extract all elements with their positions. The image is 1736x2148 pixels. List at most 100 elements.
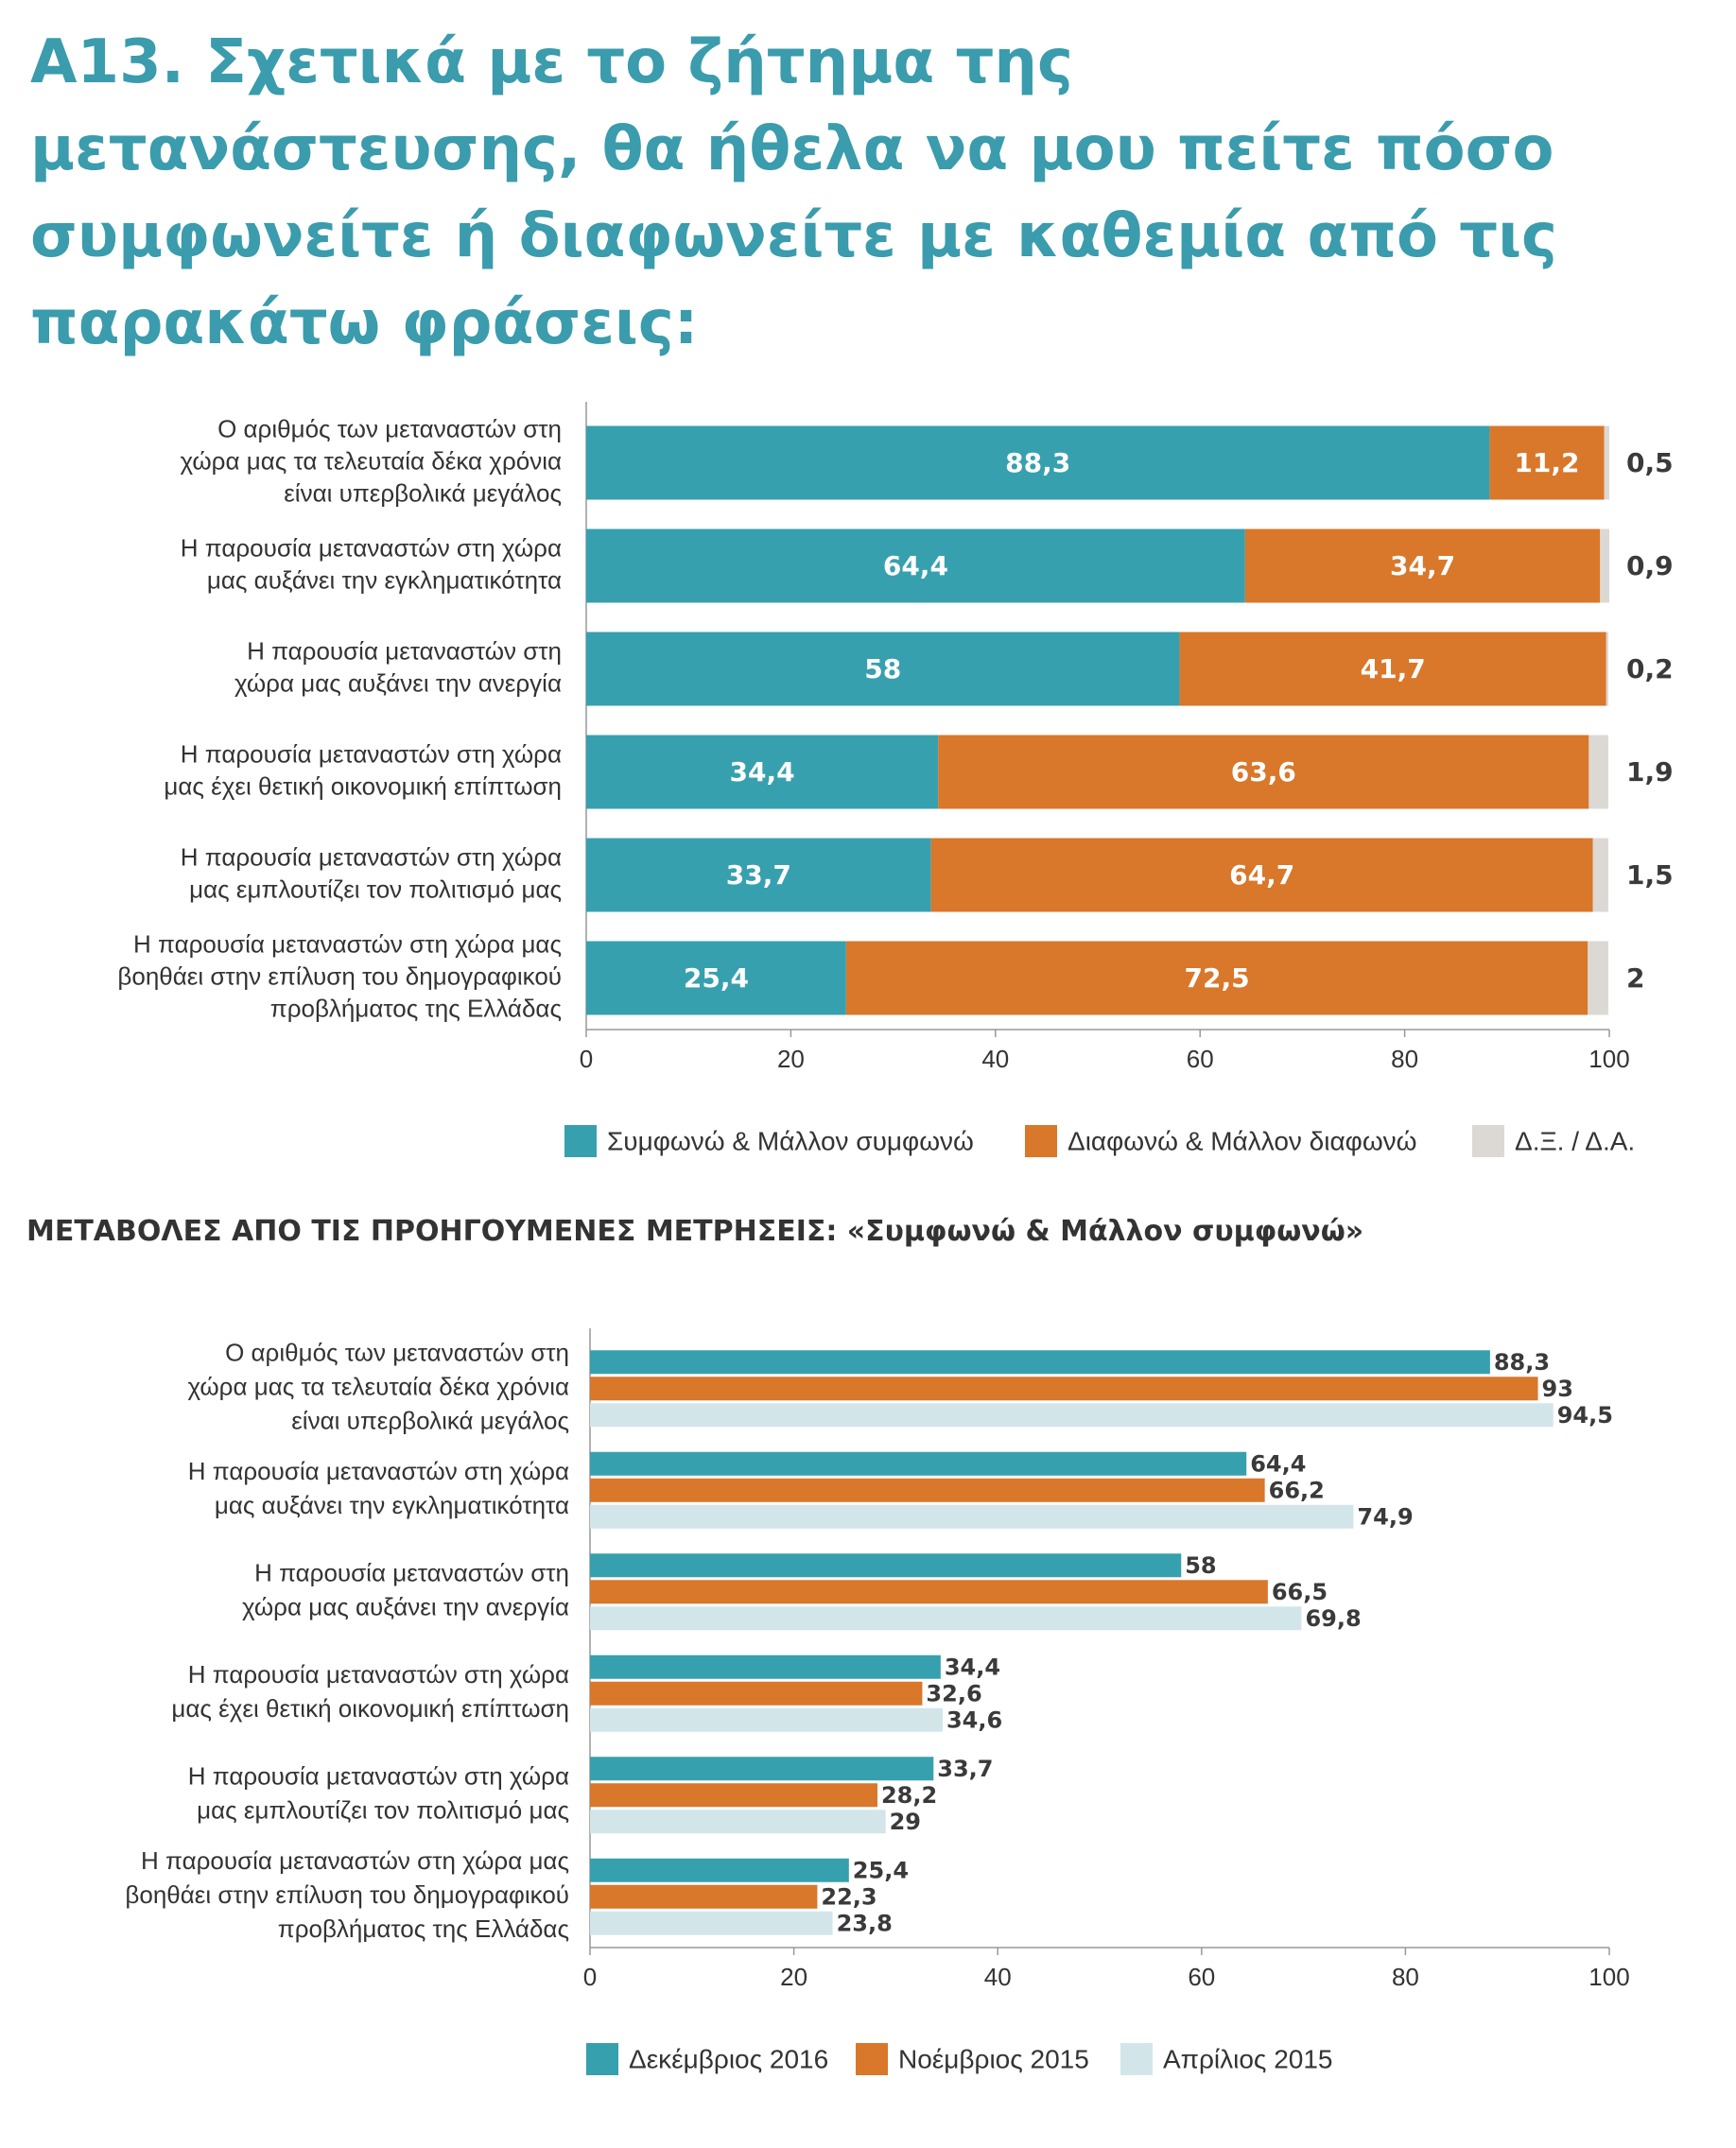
data-label: 0,9 <box>1626 550 1674 581</box>
data-label: 63,6 <box>1231 756 1296 788</box>
bar-νοέμβριος-2015 <box>590 1884 818 1909</box>
category-label: μας εμπλουτίζει τον πολιτισμό μας <box>197 1796 569 1825</box>
x-tick-label: 100 <box>1588 1963 1629 1991</box>
bar-διαφωνώ-μάλλον-διαφωνώ <box>930 838 1593 912</box>
bar-διαφωνώ-μάλλον-διαφωνώ <box>1244 528 1601 603</box>
category-label: μας εμπλουτίζει τον πολιτισμό μας <box>189 875 562 903</box>
legend-swatch <box>586 2043 618 2075</box>
bar-δεκέμβριος-2016 <box>590 1350 1490 1375</box>
x-tick-label: 40 <box>981 1045 1009 1073</box>
grouped-bar-chart: Ο αριθμός των μεταναστών στη χώρα μας τα … <box>125 1328 1630 2075</box>
bar-δ-ξ-δ-α <box>1606 632 1608 706</box>
data-label: 0,5 <box>1626 447 1674 478</box>
legend-swatch <box>564 1125 597 1157</box>
x-tick-label: 80 <box>1392 1963 1419 1991</box>
category-label: Η παρουσία μεταναστών στη χώρα <box>181 533 562 562</box>
bar-απρίλιος-2015 <box>590 1504 1354 1529</box>
data-label: 34,6 <box>946 1706 1002 1733</box>
x-tick-label: 0 <box>580 1045 593 1073</box>
bar-δ-ξ-δ-α <box>1588 941 1608 1015</box>
data-label: 1,9 <box>1626 756 1674 788</box>
category-label: μας αυξάνει την εγκληματικότητα <box>207 565 562 594</box>
bar-δ-ξ-δ-α <box>1588 735 1608 809</box>
category-label: είναι υπερβολικά μεγάλος <box>284 478 562 507</box>
category-label: Η παρουσία μεταναστών στη χώρα μας <box>141 1846 569 1875</box>
bar-διαφωνώ-μάλλον-διαφωνώ <box>1489 425 1605 500</box>
data-label: 66,2 <box>1269 1477 1325 1503</box>
legend-label: Δ.Ξ. / Δ.Α. <box>1515 1127 1635 1156</box>
data-label: 33,7 <box>726 859 791 891</box>
data-label: 88,3 <box>1494 1349 1550 1376</box>
bar-νοέμβριος-2015 <box>590 1681 923 1706</box>
category-label: βοηθάει στην επίλυση του δημογραφικού <box>125 1880 569 1909</box>
data-label: 25,4 <box>853 1857 909 1883</box>
category-label: Η παρουσία μεταναστών στη χώρα <box>188 1762 569 1791</box>
bar-συμφωνώ-μάλλον-συμφωνώ <box>586 528 1245 603</box>
bar-συμφωνώ-μάλλον-συμφωνώ <box>586 838 931 912</box>
data-label: 23,8 <box>837 1910 893 1936</box>
bar-απρίλιος-2015 <box>590 1606 1302 1631</box>
data-label: 34,4 <box>945 1654 1000 1680</box>
category-label: Η παρουσία μεταναστών στη χώρα <box>188 1457 569 1485</box>
data-label: 64,4 <box>883 550 948 581</box>
category-label: χώρα μας τα τελευταία δέκα χρόνια <box>187 1373 569 1401</box>
bar-δεκέμβριος-2016 <box>590 1553 1182 1578</box>
data-label: 34,4 <box>730 756 795 788</box>
x-tick-label: 100 <box>1588 1045 1629 1073</box>
bar-συμφωνώ-μάλλον-συμφωνώ <box>586 632 1180 706</box>
data-label: 41,7 <box>1361 653 1426 684</box>
page-title: A13. Σχετικά με το ζήτημα της μετανάστευ… <box>30 27 1557 358</box>
bar-δεκέμβριος-2016 <box>590 1654 941 1679</box>
category-label: χώρα μας αυξάνει την ανεργία <box>242 1593 569 1621</box>
bar-συμφωνώ-μάλλον-συμφωνώ <box>586 735 939 809</box>
category-label: Η παρουσία μεταναστών στη χώρα μας <box>133 929 562 958</box>
category-label: Η παρουσία μεταναστών στη χώρα <box>181 842 562 871</box>
x-tick-label: 80 <box>1391 1045 1418 1073</box>
data-label: 34,7 <box>1390 550 1455 581</box>
data-label: 58 <box>864 653 901 684</box>
data-label: 94,5 <box>1557 1402 1613 1429</box>
category-label: Η παρουσία μεταναστών στη <box>254 1559 569 1587</box>
data-label: 93 <box>1542 1376 1573 1402</box>
data-label: 58 <box>1185 1552 1216 1579</box>
legend-swatch <box>1120 2043 1153 2075</box>
data-label: 32,6 <box>926 1680 981 1706</box>
category-label: Η παρουσία μεταναστών στη χώρα <box>188 1660 569 1689</box>
x-tick-label: 0 <box>583 1963 597 1991</box>
category-label: μας έχει θετική οικονομική επίπτωση <box>171 1694 569 1723</box>
category-label: μας αυξάνει την εγκληματικότητα <box>215 1491 569 1519</box>
bar-νοέμβριος-2015 <box>590 1580 1268 1604</box>
x-tick-label: 40 <box>984 1963 1012 1991</box>
category-label: προβλήματος της Ελλάδας <box>278 1914 569 1943</box>
chart-title: ΜΕΤΑΒΟΛΕΣ ΑΠΟ ΤΙΣ ΠΡΟΗΓΟΥΜΕΝΕΣ ΜΕΤΡΗΣΕΙΣ… <box>26 1215 1364 1248</box>
bar-απρίλιος-2015 <box>590 1707 943 1732</box>
data-label: 28,2 <box>881 1782 937 1809</box>
data-label: 69,8 <box>1305 1605 1361 1632</box>
data-label: 64,4 <box>1250 1450 1306 1477</box>
category-label: μας έχει θετική οικονομική επίπτωση <box>164 771 562 800</box>
legend-label: Διαφωνώ & Μάλλον διαφωνώ <box>1068 1127 1417 1156</box>
legend-label: Απρίλιος 2015 <box>1163 2045 1333 2074</box>
bar-δ-ξ-δ-α <box>1592 838 1608 912</box>
x-tick-label: 20 <box>780 1963 807 1991</box>
category-label: βοηθάει στην επίλυση του δημογραφικού <box>117 961 562 990</box>
data-label: 74,9 <box>1357 1503 1413 1530</box>
legend-swatch <box>1472 1125 1504 1157</box>
data-label: 11,2 <box>1514 447 1579 478</box>
bar-δ-ξ-δ-α <box>1604 425 1609 500</box>
bar-συμφωνώ-μάλλον-συμφωνώ <box>586 425 1490 500</box>
legend-label: Δεκέμβριος 2016 <box>629 2045 828 2074</box>
category-label: προβλήματος της Ελλάδας <box>270 994 562 1022</box>
bar-δεκέμβριος-2016 <box>590 1858 849 1882</box>
data-label: 1,5 <box>1626 859 1674 891</box>
data-label: 2 <box>1626 962 1644 994</box>
legend-label: Νοέμβριος 2015 <box>898 2045 1089 2074</box>
bar-διαφωνώ-μάλλον-διαφωνώ <box>938 735 1589 809</box>
legend-swatch <box>1025 1125 1057 1157</box>
data-label: 25,4 <box>684 962 749 994</box>
bar-νοέμβριος-2015 <box>590 1783 877 1808</box>
bar-διαφωνώ-μάλλον-διαφωνώ <box>1179 632 1606 706</box>
stacked-bar-chart: Ο αριθμός των μεταναστών στη χώρα μας τα … <box>117 402 1674 1157</box>
bar-νοέμβριος-2015 <box>590 1478 1265 1502</box>
data-label: 0,2 <box>1626 653 1674 684</box>
